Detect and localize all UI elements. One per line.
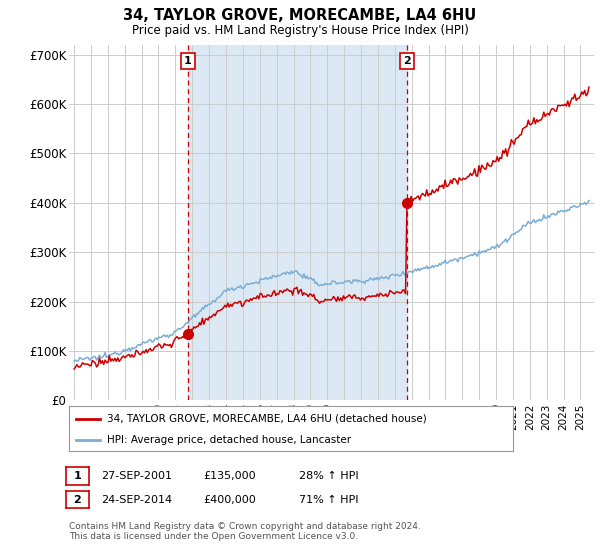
Text: 2: 2 <box>74 494 81 505</box>
Text: Price paid vs. HM Land Registry's House Price Index (HPI): Price paid vs. HM Land Registry's House … <box>131 24 469 36</box>
Text: 34, TAYLOR GROVE, MORECAMBE, LA4 6HU (detached house): 34, TAYLOR GROVE, MORECAMBE, LA4 6HU (de… <box>107 413 427 423</box>
Text: 34, TAYLOR GROVE, MORECAMBE, LA4 6HU: 34, TAYLOR GROVE, MORECAMBE, LA4 6HU <box>124 8 476 24</box>
Text: Contains HM Land Registry data © Crown copyright and database right 2024.
This d: Contains HM Land Registry data © Crown c… <box>69 522 421 542</box>
Text: 27-SEP-2001: 27-SEP-2001 <box>101 471 172 481</box>
Text: 24-SEP-2014: 24-SEP-2014 <box>101 494 172 505</box>
Text: £400,000: £400,000 <box>203 494 256 505</box>
Text: £135,000: £135,000 <box>203 471 256 481</box>
Text: HPI: Average price, detached house, Lancaster: HPI: Average price, detached house, Lanc… <box>107 435 351 445</box>
Text: 1: 1 <box>184 56 192 66</box>
Text: 1: 1 <box>74 471 81 481</box>
Text: 71% ↑ HPI: 71% ↑ HPI <box>299 494 358 505</box>
Text: 28% ↑ HPI: 28% ↑ HPI <box>299 471 358 481</box>
Text: 2: 2 <box>403 56 411 66</box>
Bar <box>188 45 407 400</box>
